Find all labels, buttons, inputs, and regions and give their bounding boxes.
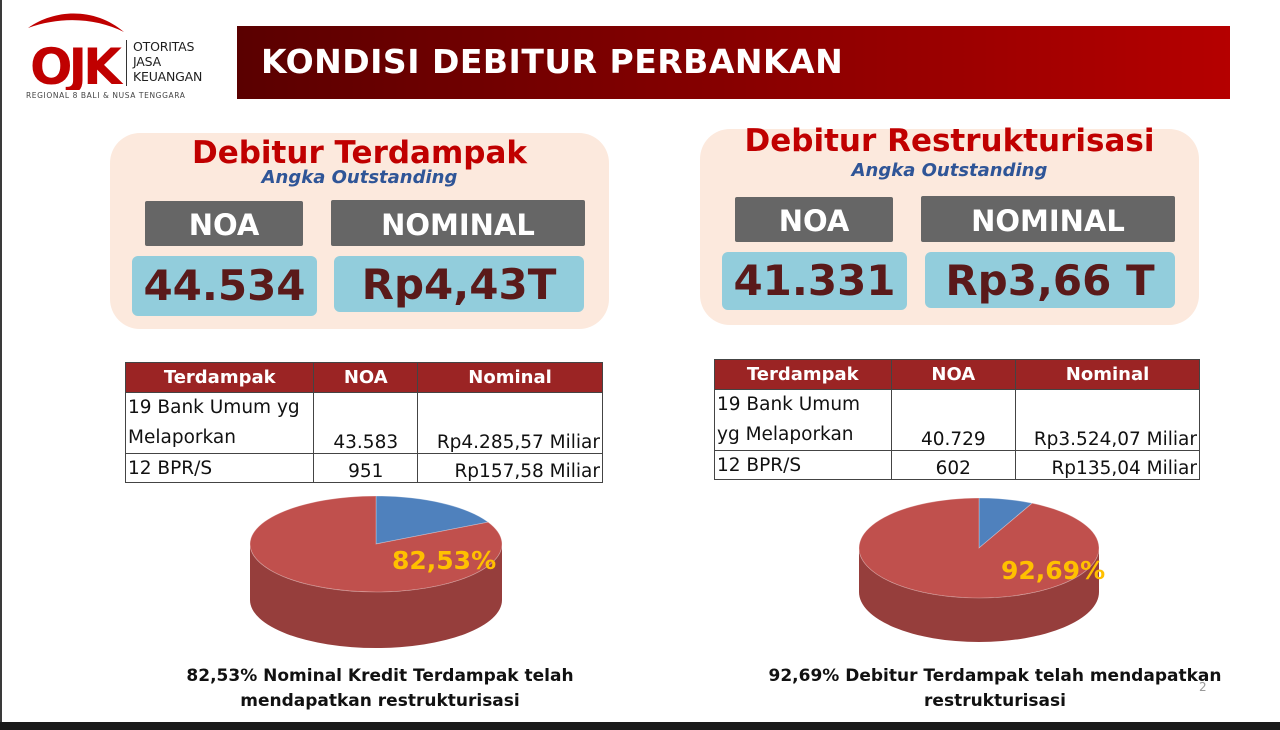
caption-right: 92,69% Debitur Terdampak telah mendapatk… [745,664,1245,714]
nominal-header: NOMINAL [331,200,585,246]
row-label-line-2: yg Melaporkan [717,424,854,445]
card-debitur-restrukturisasi: Debitur Restrukturisasi Angka Outstandin… [700,123,1199,325]
ojk-logo-mark: OJK [28,13,126,90]
page-title: KONDISI DEBITUR PERBANKAN [261,42,844,81]
caption-line-2: restrukturisasi [924,691,1066,711]
column-header-terdampak: Terdampak [714,359,892,390]
table-header-row: Terdampak NOA Nominal [124,362,603,393]
pie-slice-major [858,497,1100,599]
pie-chart-debitur [858,497,1100,642]
logo-line-2: JASA [133,54,161,69]
noa-value: 44.534 [132,256,317,316]
table-header-row: Terdampak NOA Nominal [714,359,1200,390]
row-label-line-1: 19 Bank Umum [717,394,861,415]
table-restrukturisasi: Terdampak NOA Nominal 19 Bank Umum yg Me… [714,359,1200,480]
nominal-header: NOMINAL [921,196,1175,242]
caption-line-1: 82,53% Nominal Kredit Terdampak telah [186,666,574,686]
caption-line-1: 92,69% Debitur Terdampak telah mendapatk… [768,666,1222,686]
logo-subtitle: REGIONAL 8 BALI & NUSA TENGGARA [26,91,186,100]
table-row: 12 BPR/S 951 Rp157,58 Miliar [124,453,603,483]
table-terdampak: Terdampak NOA Nominal 19 Bank Umum yg Me… [124,362,603,483]
table-row: 12 BPR/S 602 Rp135,04 Miliar [714,450,1200,480]
column-header-nominal: Nominal [417,362,603,393]
row-noa: 40.729 [890,389,1017,451]
noa-header: NOA [145,201,303,246]
window-edge [0,0,2,730]
page-number: 2 [1199,680,1207,694]
caption-line-2: mendapatkan restrukturisasi [240,691,520,711]
card-title: Debitur Restrukturisasi [744,123,1155,159]
row-label: 12 BPR/S [714,450,892,480]
card-title: Debitur Terdampak [191,135,528,171]
pie-slice-minor [978,497,1034,549]
column-header-terdampak: Terdampak [124,362,315,393]
row-nominal: Rp3.524,07 Miliar [1015,389,1200,451]
logo-line-3: KEUANGAN [133,69,203,84]
row-label: 19 Bank Umum yg Melaporkan [124,392,315,454]
noa-header: NOA [735,197,893,242]
nominal-value: Rp3,66 T [925,252,1175,308]
pie-slice-major [249,496,503,593]
pie-slice-minor [375,496,490,545]
row-noa: 951 [313,453,419,483]
row-label: 12 BPR/S [124,453,315,483]
ojk-logo: OJK OTORITAS JASA KEUANGAN REGIONAL 8 BA… [26,10,231,102]
screen-bottom-bar [0,722,1280,730]
column-header-noa: NOA [890,359,1017,390]
row-label-line-2: Melaporkan [128,427,236,448]
title-banner: KONDISI DEBITUR PERBANKAN [237,26,1230,99]
row-nominal: Rp4.285,57 Miliar [417,392,603,454]
column-header-noa: NOA [313,362,419,393]
caption-left: 82,53% Nominal Kredit Terdampak telah me… [130,664,630,714]
nominal-value: Rp4,43T [334,256,584,312]
row-noa: 43.583 [313,392,419,454]
pie-chart-nominal [249,496,503,648]
column-header-nominal: Nominal [1015,359,1200,390]
row-nominal: Rp135,04 Miliar [1015,450,1200,480]
card-subtitle: Angka Outstanding [261,167,458,188]
card-debitur-terdampak: Debitur Terdampak Angka Outstanding NOA … [110,133,609,329]
row-noa: 602 [890,450,1017,480]
pie-data-label: 82,53% [392,546,497,575]
table-row: 19 Bank Umum yg Melaporkan 43.583 Rp4.28… [124,392,603,454]
noa-value: 41.331 [722,252,907,310]
pie-side-wall [250,544,502,648]
logo-divider [126,40,127,86]
logo-line-1: OTORITAS [133,39,195,54]
card-subtitle: Angka Outstanding [851,160,1048,181]
row-nominal: Rp157,58 Miliar [417,453,603,483]
row-label: 19 Bank Umum yg Melaporkan [714,389,892,451]
logo-mark-text: OJK [30,38,124,90]
pie-data-label: 92,69% [1001,556,1106,585]
row-label-line-1: 19 Bank Umum yg [128,397,300,418]
pie-side-wall [859,548,1099,642]
table-row: 19 Bank Umum yg Melaporkan 40.729 Rp3.52… [714,389,1200,451]
